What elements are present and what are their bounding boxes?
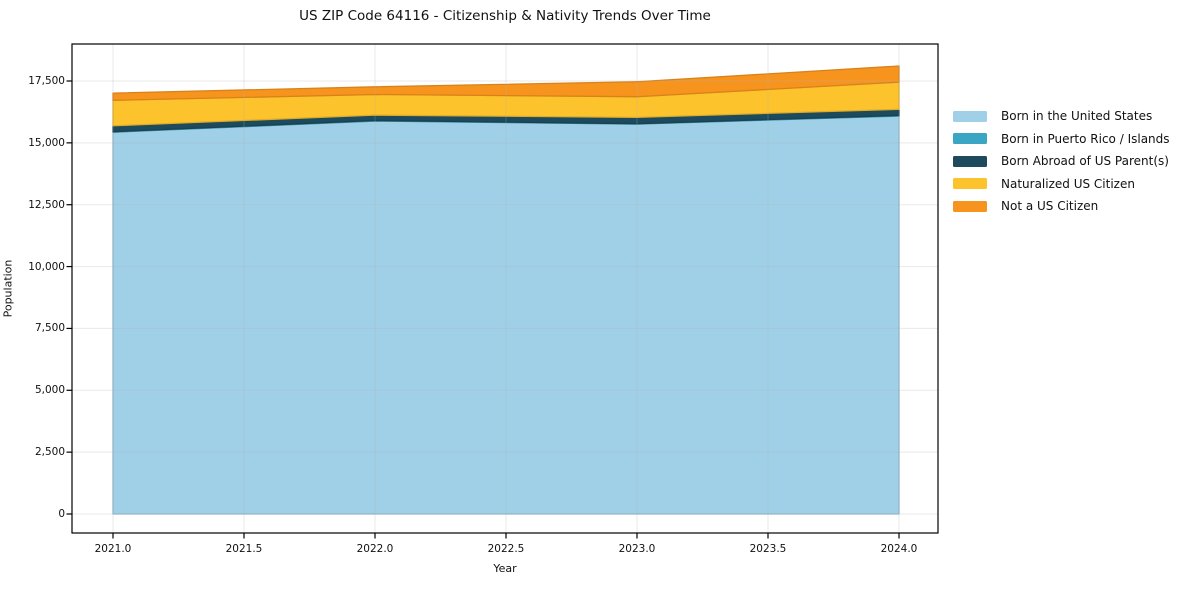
x-tick-label: 2024.0 (880, 543, 918, 555)
legend-item-born-in-the-united-states: Born in the United States (953, 105, 1170, 128)
y-tick-label: 10,000 (28, 260, 65, 273)
legend-item-born-in-puerto-rico-islands: Born in Puerto Rico / Islands (953, 128, 1170, 151)
x-tick-label: 2023.5 (749, 543, 787, 555)
legend-item-born-abroad-of-us-parent-s: Born Abroad of US Parent(s) (953, 150, 1170, 173)
legend-swatch-naturalized-us-citizen (953, 178, 987, 190)
x-tick-label: 2023.0 (618, 543, 656, 555)
x-tick-label: 2021.5 (225, 543, 263, 555)
legend: Born in the United States Born in Puerto … (953, 105, 1170, 218)
legend-item-not-a-us-citizen: Not a US Citizen (953, 195, 1170, 218)
x-tick-label: 2022.5 (487, 543, 525, 555)
legend-label: Not a US Citizen (1001, 199, 1099, 214)
plot-border (71, 43, 939, 534)
y-tick-label: 12,500 (28, 198, 65, 211)
legend-swatch-born-in-the-united-states (953, 110, 987, 122)
legend-swatch-born-in-puerto-rico-islands (953, 133, 987, 145)
area-series-not-a-us-citizen (112, 65, 900, 101)
y-tick-label: 5,000 (34, 384, 65, 397)
y-tick-label: 0 (58, 508, 65, 520)
x-axis-label: Year (493, 562, 517, 575)
x-tick-label: 2022.0 (356, 543, 394, 555)
legend-label: Born in Puerto Rico / Islands (1001, 131, 1170, 146)
y-axis-label: Population (1, 259, 15, 318)
y-tick-label: 15,000 (28, 136, 65, 149)
x-tick-label: 2021.0 (94, 543, 132, 555)
y-tick-label: 7,500 (34, 322, 65, 335)
legend-label: Naturalized US Citizen (1001, 176, 1135, 191)
legend-label: Born in the United States (1001, 109, 1153, 124)
y-tick-label: 2,500 (34, 446, 65, 459)
legend-label: Born Abroad of US Parent(s) (1001, 154, 1169, 169)
legend-swatch-born-abroad-of-us-parent-s (953, 155, 987, 167)
y-tick-label: 17,500 (28, 75, 65, 87)
chart-title: US ZIP Code 64116 - Citizenship & Nativi… (299, 8, 711, 24)
legend-item-naturalized-us-citizen: Naturalized US Citizen (953, 173, 1170, 196)
legend-swatch-not-a-us-citizen (953, 200, 987, 212)
